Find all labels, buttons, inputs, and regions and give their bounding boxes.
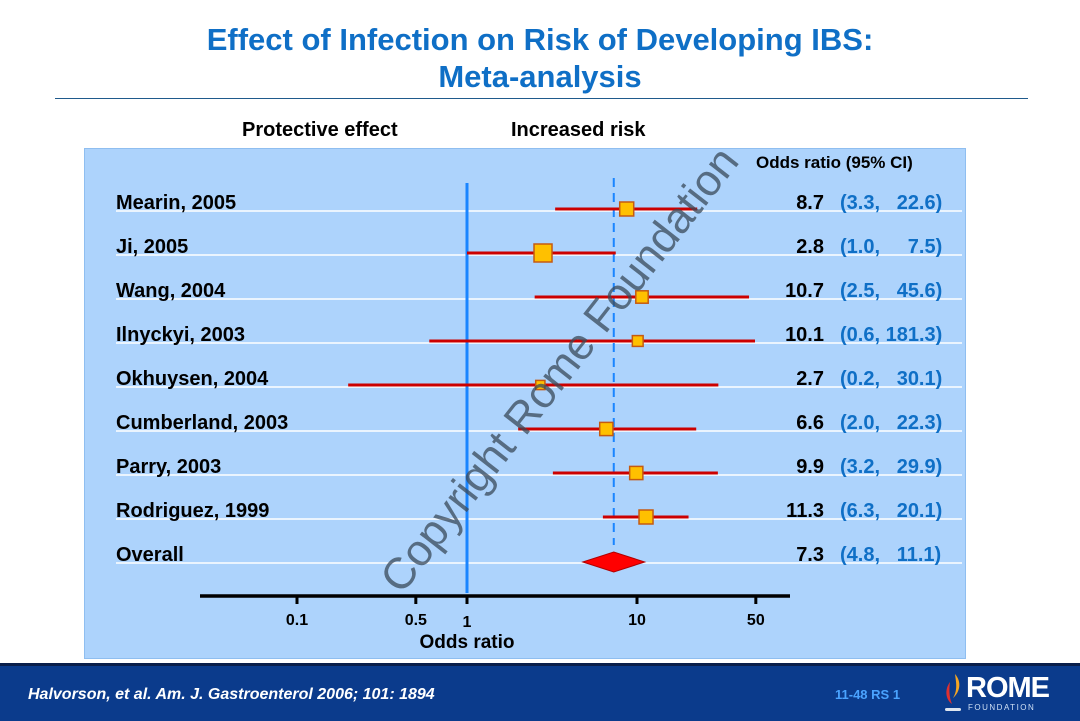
rome-logo-text: ROME <box>966 672 1050 704</box>
point-estimate-marker <box>628 465 644 481</box>
x-tick-label: 50 <box>747 612 765 629</box>
study-label: Rodriguez, 1999 <box>116 500 269 522</box>
odds-ratio-value: 10.1 <box>785 324 824 346</box>
study-label: Parry, 2003 <box>116 456 221 478</box>
odds-ratio-value: 9.9 <box>796 456 824 478</box>
slide-id: 11-48 RS 1 <box>835 687 901 702</box>
confidence-interval-text: (3.2, 29.9) <box>840 456 942 478</box>
point-estimate-marker <box>635 290 649 304</box>
point-estimate-marker <box>638 509 654 525</box>
study-label: Wang, 2004 <box>116 280 226 302</box>
column-header-odds-ratio: Odds ratio (95% CI) <box>756 153 913 172</box>
confidence-interval-text: (4.8, 11.1) <box>840 544 941 566</box>
slide-title-line-2: Meta-analysis <box>438 59 642 94</box>
title-divider <box>55 98 1028 99</box>
point-estimate-marker <box>533 243 553 263</box>
study-label: Ilnyckyi, 2003 <box>116 324 245 346</box>
study-label: Mearin, 2005 <box>116 192 236 214</box>
point-estimate-marker <box>618 201 635 217</box>
x-tick-label: 1 <box>463 614 472 631</box>
study-label: Okhuysen, 2004 <box>116 368 269 390</box>
point-estimate-marker <box>631 334 644 348</box>
odds-ratio-value: 2.7 <box>796 368 824 390</box>
overall-diamond <box>581 551 647 573</box>
increased-risk-header: Increased risk <box>511 119 646 141</box>
study-label: Overall <box>116 544 184 566</box>
x-axis-title: Odds ratio <box>419 632 514 653</box>
forest-plot-panel <box>84 148 966 659</box>
rome-logo-subtext: FOUNDATION <box>968 703 1036 712</box>
confidence-interval-text: (0.6, 181.3) <box>840 324 942 346</box>
odds-ratio-value: 7.3 <box>796 544 824 566</box>
x-tick-label: 0.5 <box>405 612 427 629</box>
x-tick-label: 0.1 <box>286 612 308 629</box>
odds-ratio-value: 11.3 <box>786 500 824 522</box>
slide-title-line-1: Effect of Infection on Risk of Developin… <box>206 22 874 57</box>
footer-bar: Halvorson, et al. Am. J. Gastroenterol 2… <box>0 663 1080 721</box>
odds-ratio-value: 6.6 <box>796 412 824 434</box>
protective-effect-header: Protective effect <box>242 119 398 141</box>
confidence-interval-text: (6.3, 20.1) <box>840 500 942 522</box>
study-label: Cumberland, 2003 <box>116 412 288 434</box>
confidence-interval-text: (2.0, 22.3) <box>840 412 942 434</box>
citation: Halvorson, et al. Am. J. Gastroenterol 2… <box>28 686 435 703</box>
confidence-interval-text: (1.0, 7.5) <box>840 236 942 258</box>
study-label: Ji, 2005 <box>116 236 188 258</box>
odds-ratio-value: 10.7 <box>785 280 824 302</box>
point-estimate-marker <box>534 379 546 391</box>
rome-flame-icon <box>945 674 961 711</box>
x-tick-label: 10 <box>628 612 646 629</box>
odds-ratio-value: 8.7 <box>796 192 824 214</box>
confidence-interval-text: (2.5, 45.6) <box>840 280 942 302</box>
confidence-interval-text: (0.2, 30.1) <box>840 368 942 390</box>
confidence-interval-text: (3.3, 22.6) <box>840 192 942 214</box>
odds-ratio-value: 2.8 <box>796 236 824 258</box>
point-estimate-marker <box>598 421 614 437</box>
